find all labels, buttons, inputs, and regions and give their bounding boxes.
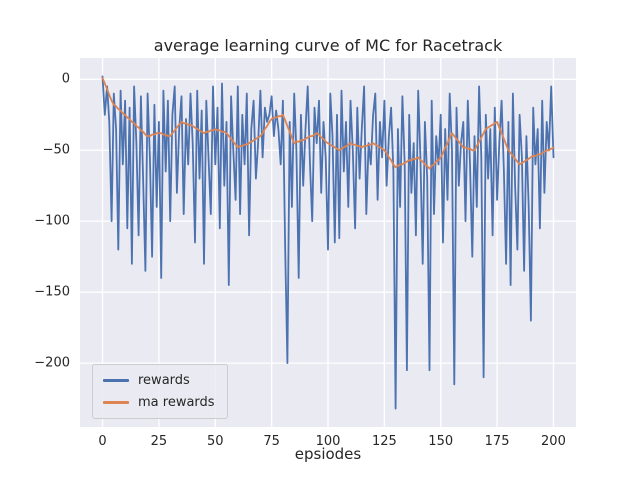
ma-rewards-line-swatch <box>103 401 129 404</box>
legend-label-rewards: rewards <box>138 373 190 388</box>
x-tick-label: 50 <box>206 434 224 449</box>
x-tick-label: 75 <box>263 434 280 449</box>
legend-entry-rewards: rewards <box>103 373 215 388</box>
series-line-rewards <box>101 75 555 410</box>
x-tick-label: 0 <box>98 434 107 449</box>
legend-entry-ma-rewards: ma rewards <box>103 395 215 410</box>
y-tick-label: −50 <box>42 142 70 158</box>
legend: rewards ma rewards <box>92 364 228 419</box>
chart-title: average learning curve of MC for Racetra… <box>153 36 503 55</box>
x-tick-label: 25 <box>150 434 168 449</box>
y-tick-label: −100 <box>34 213 70 229</box>
y-tick-label: −150 <box>34 284 70 300</box>
legend-label-ma-rewards: ma rewards <box>138 395 215 410</box>
x-tick-label: 200 <box>541 434 566 449</box>
y-tick-label: −200 <box>34 355 70 371</box>
y-tick-label: 0 <box>61 71 70 87</box>
x-tick-label: 100 <box>315 434 341 449</box>
x-tick-label: 150 <box>428 434 454 449</box>
x-tick-label: 175 <box>484 434 510 449</box>
x-axis-label: epsiodes <box>294 445 362 463</box>
x-tick-label: 125 <box>371 434 397 449</box>
rewards-line-swatch <box>103 379 129 382</box>
series-line-ma-rewards <box>101 76 555 170</box>
